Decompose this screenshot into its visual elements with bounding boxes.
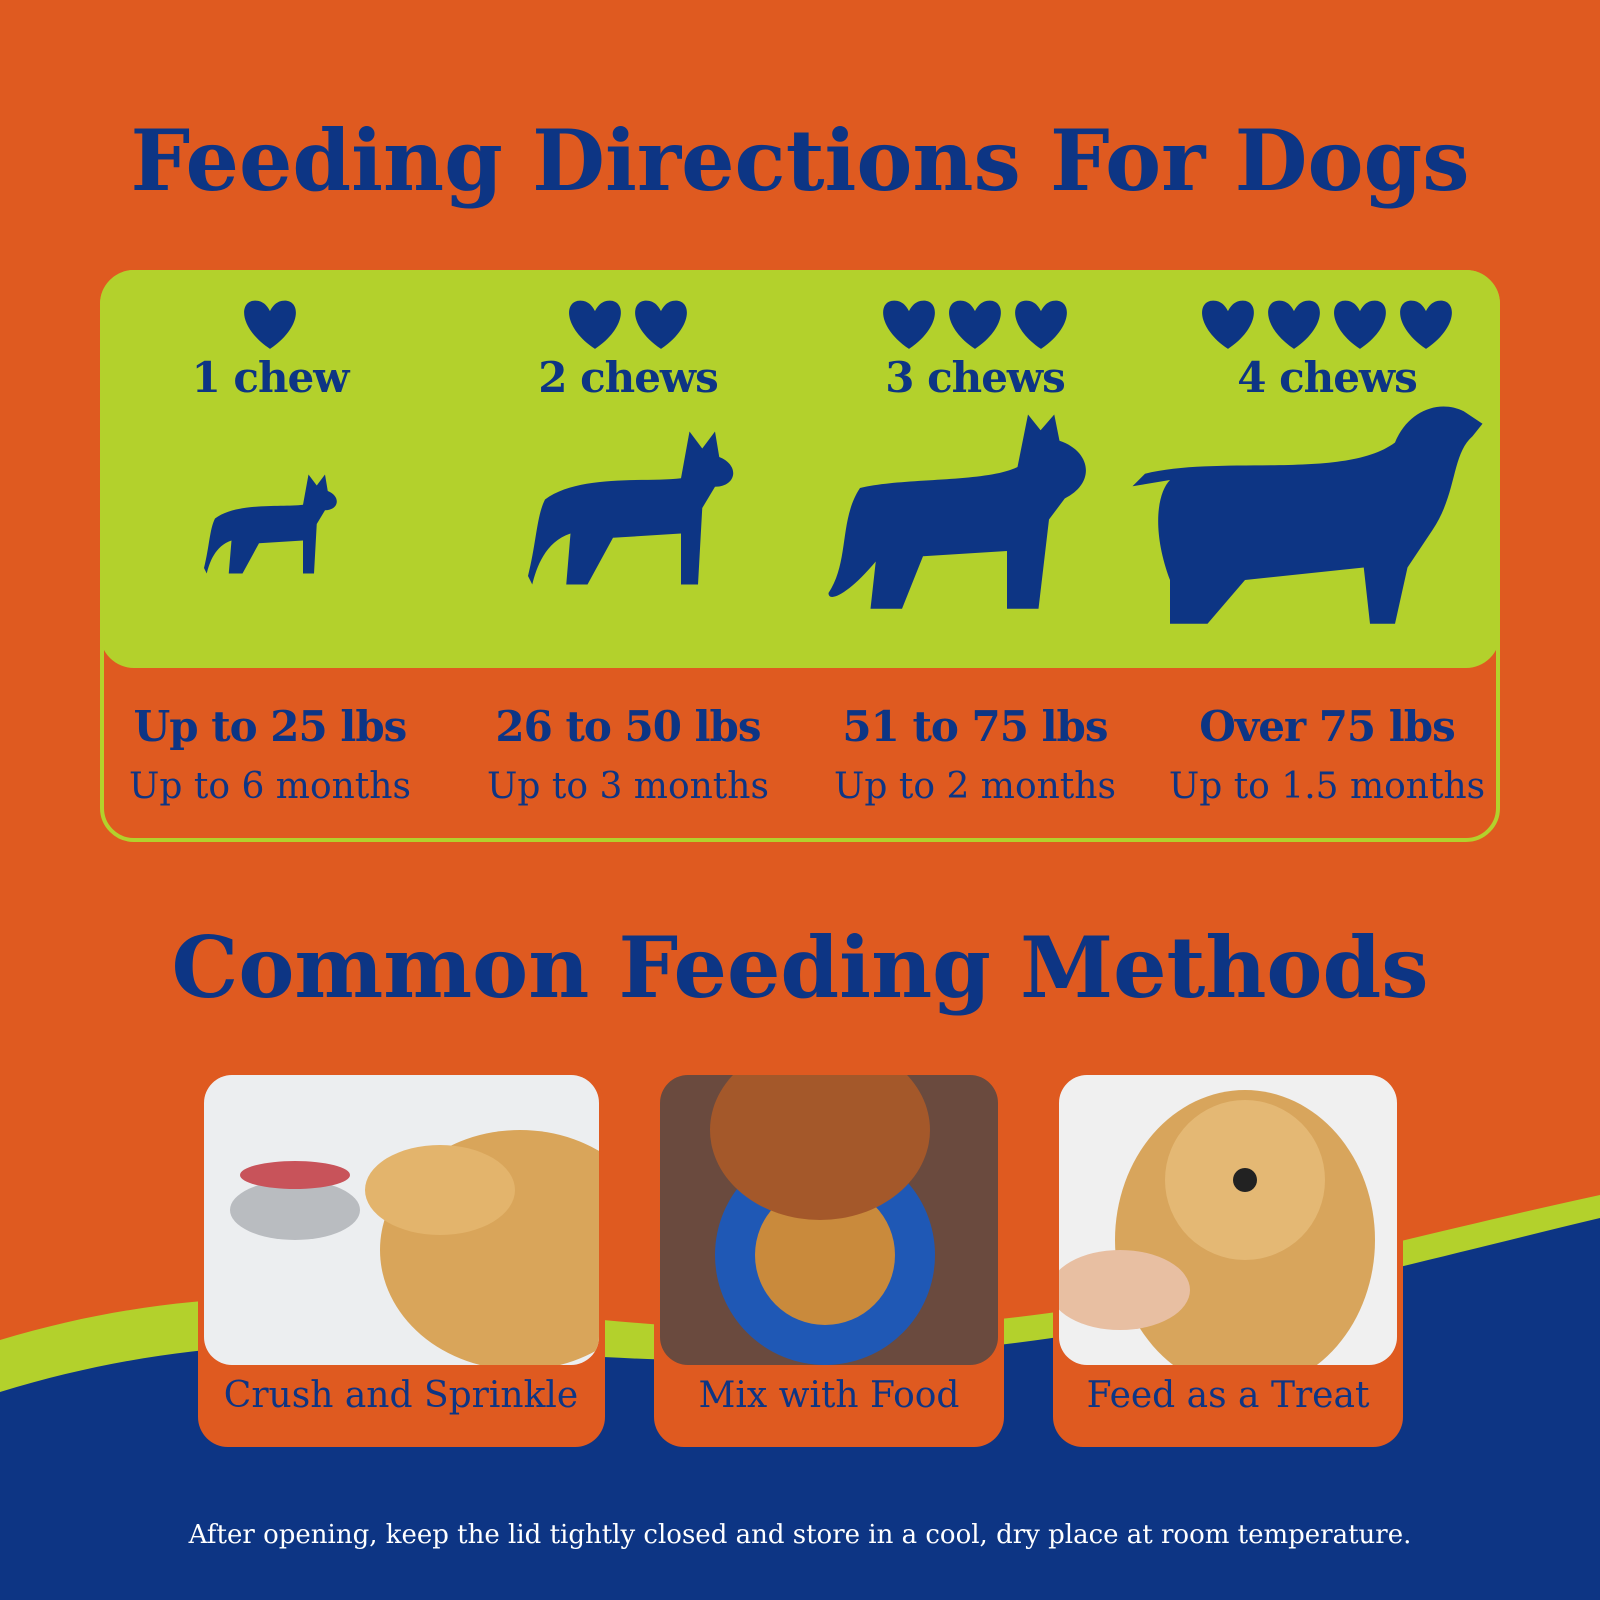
method-cards [198, 1075, 1403, 1447]
heart [883, 300, 935, 349]
method-caption: Crush and Sprinkle [224, 1375, 578, 1416]
photo-mix [660, 1075, 998, 1365]
title: Feeding Directions For Dogs [130, 111, 1469, 210]
weight-range: Over 75 lbs [1199, 702, 1455, 751]
methods: Crush and Sprinkle Mix with Food Feed as a… [224, 1375, 1370, 1416]
heart [244, 300, 296, 349]
chew-count: 4 chews [1237, 353, 1416, 402]
heart [1202, 300, 1254, 349]
chew-count: 3 chews [885, 353, 1064, 402]
method-caption: Feed as a Treat [1087, 1375, 1370, 1416]
weight-range: 51 to 75 lbs [842, 702, 1107, 751]
duration: Up to 2 months [834, 766, 1116, 807]
methods-title: Common Feeding Methods [172, 918, 1429, 1017]
heart [1334, 300, 1386, 349]
photo-crush [204, 1075, 599, 1365]
dog-xlarge [1132, 406, 1483, 624]
footer-note: After opening, keep the lid tightly clos… [188, 1520, 1412, 1550]
weight-range: Up to 25 lbs [134, 702, 407, 751]
heart [949, 300, 1001, 349]
heart [635, 300, 687, 349]
duration: Up to 3 months [487, 766, 769, 807]
dog-small [204, 474, 337, 574]
dog-large [828, 414, 1086, 609]
heart [1268, 300, 1320, 349]
duration: Up to 1.5 months [1169, 766, 1485, 807]
heart [1015, 300, 1067, 349]
method-caption: Mix with Food [699, 1375, 960, 1416]
dog-silhouettes [204, 406, 1483, 624]
heart [1400, 300, 1452, 349]
weight-range: 26 to 50 lbs [495, 702, 760, 751]
photo-treat [1059, 1075, 1397, 1365]
tier-panel [100, 270, 1500, 668]
chew-count: 1 chew [192, 353, 351, 402]
tiers: 1 chew Up to 25 lbs Up to 6 months 2 chews 2… [129, 300, 1485, 807]
heart [569, 300, 621, 349]
dog-medium [528, 431, 734, 585]
duration: Up to 6 months [129, 766, 411, 807]
chew-count: 2 chews [538, 353, 717, 402]
